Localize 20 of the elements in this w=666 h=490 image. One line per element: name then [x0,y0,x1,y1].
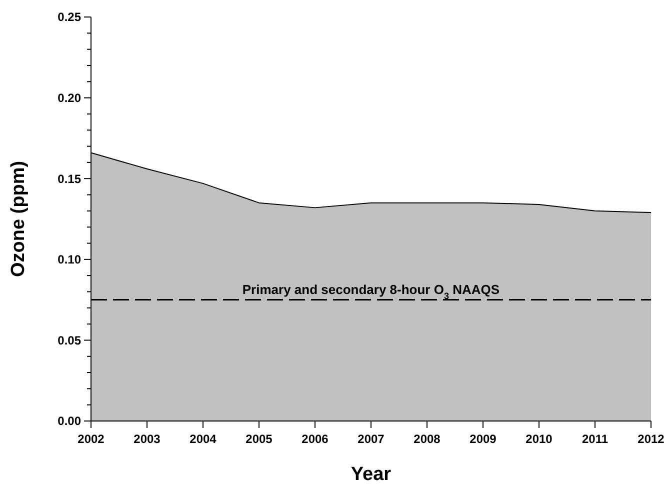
y-tick-label: 0.20 [58,91,82,105]
x-tick-label: 2011 [582,432,608,446]
y-tick-label: 0.00 [58,414,82,428]
y-tick-label: 0.10 [58,252,82,267]
ref-line-label: Primary and secondary 8-hour O$_{3}$ NAAQS [242,282,500,301]
x-tick-label: 2007 [358,432,385,446]
x-tick-label: 2010 [526,432,553,446]
y-tick-label: 0.05 [58,333,82,348]
y-tick-label: 0.25 [58,10,82,24]
x-axis-title: Year [350,464,392,485]
x-tick-label: 2003 [134,432,161,446]
y-axis-title: Ozone (ppm) [8,160,29,278]
x-tick-label: 2009 [470,432,497,446]
x-tick-label: 2006 [302,432,329,446]
y-tick-label: 0.15 [58,172,82,186]
x-tick-label: 2005 [246,432,273,446]
x-tick-label: 2004 [190,432,217,446]
x-tick-label: 2012 [638,432,665,446]
x-tick-label: 2008 [414,432,441,446]
x-tick-label: 2002 [78,432,105,446]
